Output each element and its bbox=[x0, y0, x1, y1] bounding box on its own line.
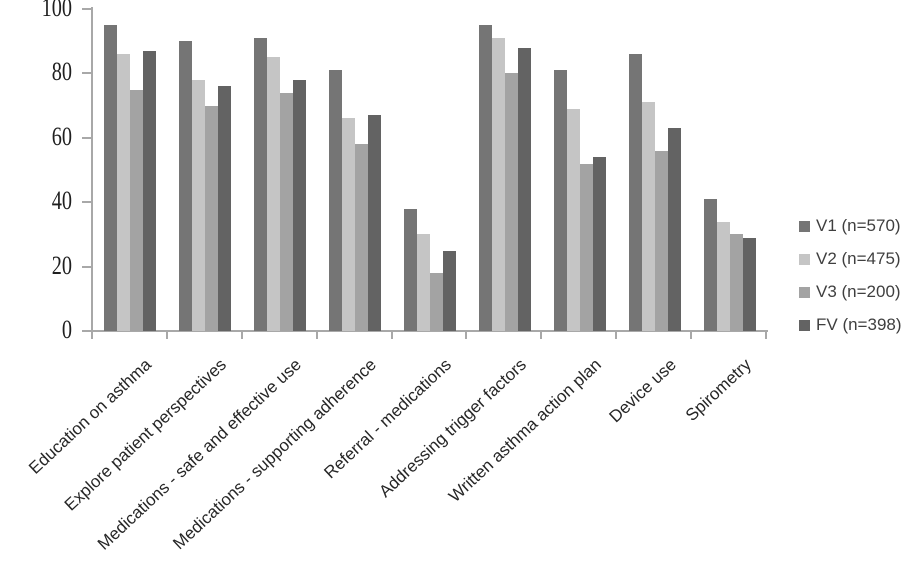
bar-groups bbox=[93, 9, 767, 331]
bar-v3-7 bbox=[579, 163, 593, 331]
x-tick-mark bbox=[165, 332, 168, 339]
legend-item: V2 (n=475) bbox=[799, 249, 902, 269]
bar-fv-5 bbox=[443, 250, 456, 331]
bar-v2-8 bbox=[641, 102, 655, 331]
legend-swatch-icon bbox=[799, 319, 810, 331]
x-tick-mark bbox=[465, 332, 468, 339]
bar-v2-7 bbox=[566, 108, 580, 331]
bar-group bbox=[93, 9, 168, 331]
legend-item: V1 (n=570) bbox=[799, 216, 902, 236]
x-axis-category-label: Written asthma action plan bbox=[444, 355, 605, 506]
bar-fv-1 bbox=[143, 50, 157, 331]
x-tick-mark bbox=[690, 332, 693, 339]
x-tick-mark bbox=[91, 332, 93, 339]
y-tick-mark bbox=[82, 8, 91, 10]
y-axis-tick-label: 20 bbox=[51, 250, 72, 280]
y-axis-tick-label: 80 bbox=[51, 57, 72, 87]
legend-label: V3 (n=200) bbox=[816, 282, 901, 301]
x-axis-category-label: Addressing trigger factors bbox=[375, 355, 530, 502]
bar-group bbox=[467, 9, 542, 331]
bar-v3-5 bbox=[430, 273, 443, 331]
bar-fv-7 bbox=[592, 157, 606, 331]
bar-group bbox=[617, 9, 692, 331]
y-axis-line bbox=[91, 7, 93, 332]
bar-group bbox=[692, 9, 767, 331]
legend-label: FV (n=398) bbox=[816, 315, 902, 334]
bar-v1-9 bbox=[703, 198, 717, 331]
bar-v1-1 bbox=[104, 25, 118, 331]
bar-v1-2 bbox=[179, 41, 193, 331]
bar-v2-9 bbox=[716, 221, 730, 331]
x-axis-category-label: Referral - medications bbox=[320, 355, 455, 483]
x-tick-mark bbox=[240, 332, 243, 339]
x-axis-category-label: Education on asthma bbox=[25, 355, 156, 478]
bar-v2-4 bbox=[342, 118, 356, 331]
bar-v2-5 bbox=[417, 234, 430, 331]
bar-v1-3 bbox=[254, 37, 268, 331]
bar-v3-1 bbox=[130, 89, 144, 331]
bar-group bbox=[318, 9, 393, 331]
bar-v2-1 bbox=[117, 54, 131, 331]
y-tick-mark bbox=[82, 72, 91, 75]
y-axis-tick-label: 40 bbox=[51, 185, 72, 215]
bar-v2-2 bbox=[192, 79, 206, 331]
bar-group bbox=[393, 9, 468, 331]
bar-fv-6 bbox=[517, 47, 531, 331]
legend-label: V1 (n=570) bbox=[816, 216, 901, 235]
x-axis-category-label: Device use bbox=[605, 355, 680, 427]
bar-v3-3 bbox=[280, 92, 294, 331]
y-tick-mark bbox=[82, 136, 91, 139]
bar-v2-6 bbox=[491, 37, 505, 331]
plot-area bbox=[93, 9, 767, 331]
bar-fv-3 bbox=[293, 79, 307, 331]
legend-swatch-icon bbox=[799, 286, 810, 298]
bar-v1-6 bbox=[478, 25, 492, 331]
legend-item: FV (n=398) bbox=[799, 315, 902, 335]
bar-v1-5 bbox=[404, 208, 417, 331]
legend-swatch-icon bbox=[799, 220, 810, 232]
x-tick-mark bbox=[765, 332, 767, 339]
bar-fv-9 bbox=[742, 237, 756, 331]
legend-label: V2 (n=475) bbox=[816, 249, 901, 268]
bar-v3-6 bbox=[504, 73, 518, 331]
bar-fv-2 bbox=[218, 86, 232, 331]
legend-swatch-icon bbox=[799, 253, 810, 265]
bar-group bbox=[168, 9, 243, 331]
y-tick-mark bbox=[82, 201, 91, 204]
bar-fv-4 bbox=[368, 115, 382, 331]
bar-v3-4 bbox=[355, 144, 369, 331]
x-tick-mark bbox=[315, 332, 318, 339]
legend: V1 (n=570) V2 (n=475) V3 (n=200) FV (n=398) bbox=[799, 216, 902, 348]
bar-v1-8 bbox=[628, 54, 642, 331]
bar-v3-9 bbox=[729, 234, 743, 331]
bar-fv-8 bbox=[667, 128, 681, 331]
bar-group bbox=[542, 9, 617, 331]
bar-v1-7 bbox=[553, 70, 567, 331]
x-tick-mark bbox=[615, 332, 618, 339]
y-axis-tick-label: 0 bbox=[61, 314, 72, 344]
x-tick-mark bbox=[540, 332, 543, 339]
bar-v3-8 bbox=[654, 150, 668, 331]
x-axis-category-label: Spirometry bbox=[681, 355, 755, 425]
x-tick-mark bbox=[390, 332, 393, 339]
bar-v3-2 bbox=[205, 105, 219, 331]
y-tick-mark bbox=[82, 330, 91, 332]
x-axis-line bbox=[91, 330, 768, 332]
y-axis-tick-label: 60 bbox=[51, 121, 72, 151]
y-axis-tick-label: 100 bbox=[41, 0, 72, 22]
bar-v2-3 bbox=[267, 57, 281, 331]
bar-group bbox=[243, 9, 318, 331]
legend-item: V3 (n=200) bbox=[799, 282, 902, 302]
bar-v1-4 bbox=[329, 70, 343, 331]
y-tick-mark bbox=[82, 265, 91, 268]
